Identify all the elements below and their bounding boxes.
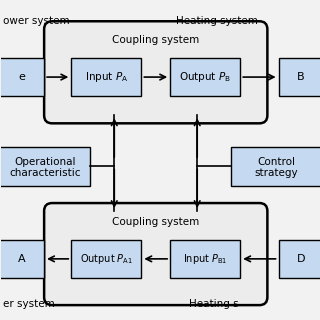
Text: Coupling system: Coupling system bbox=[112, 217, 199, 227]
Text: Control: Control bbox=[257, 156, 295, 167]
Text: e: e bbox=[18, 72, 25, 82]
Bar bbox=[170, 240, 240, 278]
Bar bbox=[71, 58, 141, 96]
Text: Coupling system: Coupling system bbox=[112, 35, 199, 45]
Bar bbox=[278, 58, 320, 96]
Text: B: B bbox=[297, 72, 305, 82]
Text: D: D bbox=[297, 254, 305, 264]
FancyBboxPatch shape bbox=[44, 203, 268, 305]
Bar bbox=[0, 58, 44, 96]
Text: Input $P_{\mathsf{B1}}$: Input $P_{\mathsf{B1}}$ bbox=[183, 252, 228, 266]
Text: Output $P_{\mathsf{B}}$: Output $P_{\mathsf{B}}$ bbox=[179, 70, 231, 84]
Bar bbox=[0, 147, 90, 186]
Text: Input $P_{\mathsf{A}}$: Input $P_{\mathsf{A}}$ bbox=[85, 70, 128, 84]
Text: characteristic: characteristic bbox=[9, 168, 81, 178]
Text: Heating s: Heating s bbox=[189, 299, 239, 309]
FancyBboxPatch shape bbox=[44, 21, 268, 123]
Text: Output $P_{\mathsf{A1}}$: Output $P_{\mathsf{A1}}$ bbox=[80, 252, 133, 266]
Bar bbox=[170, 58, 240, 96]
Text: A: A bbox=[18, 254, 26, 264]
Bar bbox=[231, 147, 320, 186]
Bar bbox=[278, 240, 320, 278]
Text: strategy: strategy bbox=[254, 168, 298, 178]
Text: er system: er system bbox=[3, 299, 54, 309]
Text: ower system: ower system bbox=[3, 17, 69, 27]
Bar bbox=[71, 240, 141, 278]
Text: Heating system: Heating system bbox=[177, 17, 258, 27]
Bar bbox=[0, 240, 44, 278]
Text: Operational: Operational bbox=[14, 156, 76, 167]
